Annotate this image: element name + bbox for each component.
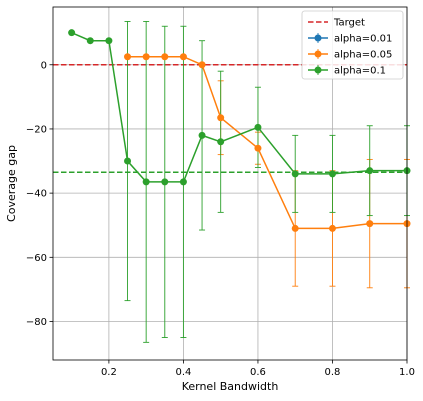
data-point <box>198 131 206 139</box>
y-tick-label: 0 <box>41 60 47 71</box>
x-tick-label: 0.4 <box>175 367 191 378</box>
legend: Target alpha=0.01 alpha=0.05 alpha=0.1 <box>301 10 404 80</box>
data-point <box>328 170 336 178</box>
data-point <box>161 53 169 61</box>
data-point <box>124 157 132 165</box>
y-tick-label: −40 <box>26 189 47 200</box>
x-tick-label: 0.8 <box>325 367 341 378</box>
data-point <box>179 53 187 61</box>
x-tick-label: 0.6 <box>250 367 266 378</box>
data-point <box>142 53 150 61</box>
legend-label: alpha=0.05 <box>334 50 392 61</box>
legend-label: alpha=0.1 <box>334 66 386 77</box>
data-point <box>124 53 132 61</box>
data-point <box>86 37 94 45</box>
data-point <box>291 170 299 178</box>
data-point <box>328 224 336 232</box>
data-point <box>366 220 374 228</box>
axis-ticks: 0.2 0.4 0.6 0.8 1.0 0 −20 −40 −60 −80 <box>26 60 415 378</box>
legend-label: Target <box>333 18 365 29</box>
series-lines <box>68 29 411 232</box>
legend-label: alpha=0.01 <box>334 34 392 45</box>
data-point <box>68 29 76 37</box>
data-point <box>105 37 113 45</box>
data-point <box>179 178 187 186</box>
data-point <box>217 114 225 122</box>
data-point <box>254 123 262 131</box>
data-point <box>366 167 374 175</box>
series-line <box>71 31 407 183</box>
legend-box <box>301 10 404 80</box>
data-point <box>217 138 225 146</box>
data-point <box>161 178 169 186</box>
y-tick-label: −60 <box>26 253 47 264</box>
x-axis-label: Kernel Bandwidth <box>182 380 279 393</box>
x-tick-label: 0.2 <box>101 367 117 378</box>
data-point <box>142 178 150 186</box>
x-tick-label: 1.0 <box>399 367 415 378</box>
plot-frame <box>52 6 408 361</box>
data-point <box>291 224 299 232</box>
data-point <box>198 61 206 69</box>
y-tick-label: −80 <box>26 317 47 328</box>
data-point <box>254 144 262 152</box>
y-axis-label: Coverage gap <box>5 145 18 222</box>
y-tick-label: −20 <box>26 124 47 135</box>
